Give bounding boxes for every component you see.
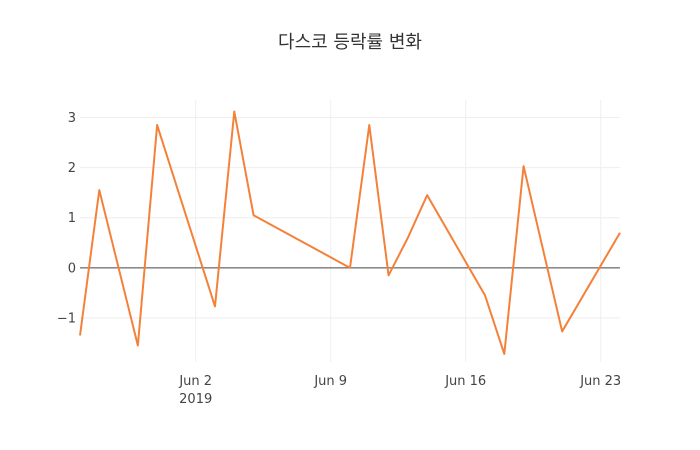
axes: −1 0 1 2 3 Jun 2 2019 Jun 9 Jun 16 Jun 23 bbox=[57, 111, 621, 407]
y-tick-label: −1 bbox=[57, 311, 76, 326]
y-tick-label: 3 bbox=[68, 111, 76, 126]
x-tick-label: Jun 2 bbox=[178, 374, 212, 389]
x-tick-label: Jun 23 bbox=[579, 374, 621, 389]
y-tick-label: 1 bbox=[68, 211, 76, 226]
chart-title: 다스코 등락률 변화 bbox=[278, 32, 422, 53]
series-layer bbox=[79, 110, 621, 355]
x-tick-label: Jun 16 bbox=[444, 374, 486, 389]
x-tick-label: Jun 9 bbox=[313, 374, 347, 389]
series-line-0 bbox=[79, 110, 621, 355]
x-tick-sublabel: 2019 bbox=[179, 392, 212, 407]
y-tick-label: 2 bbox=[68, 161, 76, 176]
y-tick-label: 0 bbox=[68, 261, 76, 276]
